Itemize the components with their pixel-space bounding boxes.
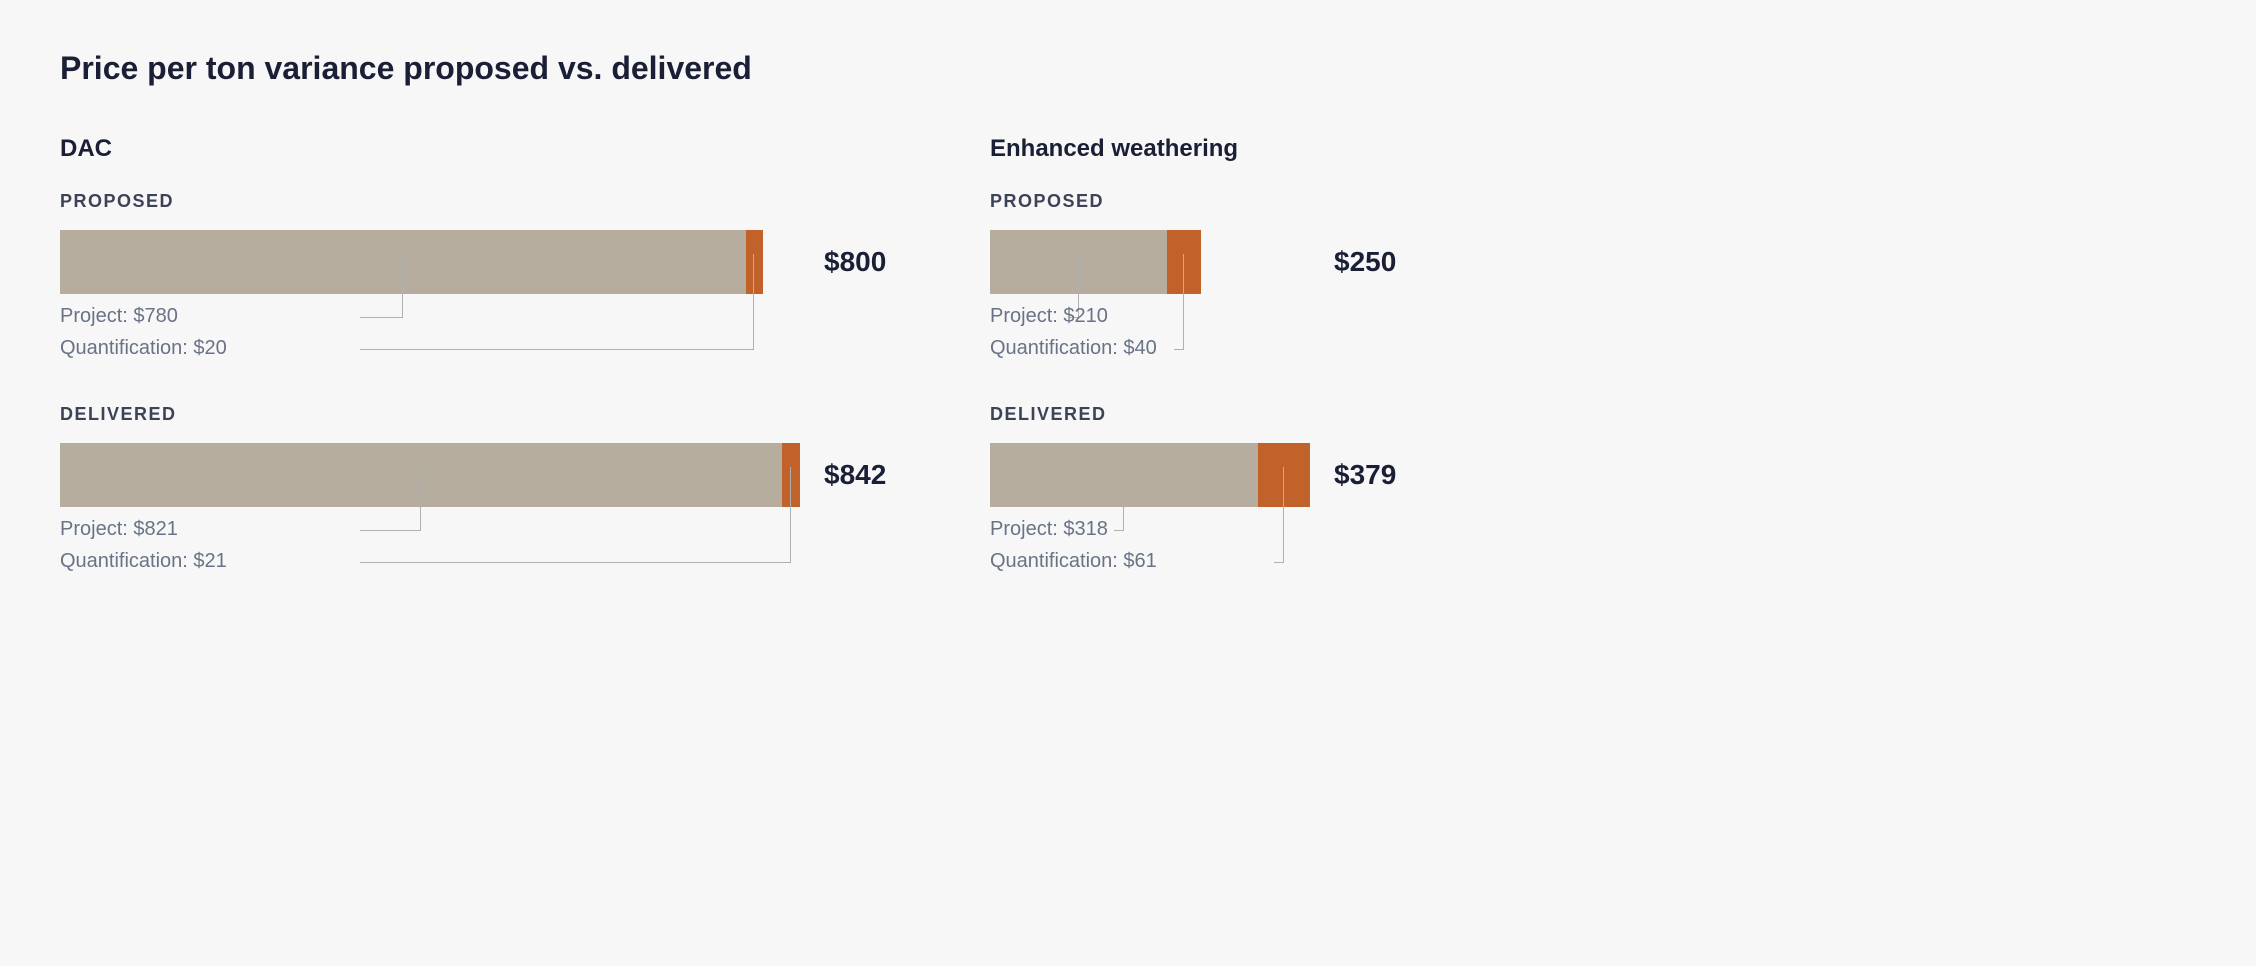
bar-row: $379: [990, 443, 1420, 507]
annotations: Project: $318 Quantification: $61: [990, 513, 1420, 577]
anno-project: Project: $821: [60, 513, 930, 545]
section-label: DELIVERED: [60, 404, 930, 425]
total-value: $800: [824, 246, 886, 278]
section-label: PROPOSED: [60, 191, 930, 212]
anno-quant: Quantification: $20: [60, 332, 930, 364]
anno-quant: Quantification: $21: [60, 545, 930, 577]
anno-project: Project: $780: [60, 300, 930, 332]
section-ew-proposed: PROPOSED $250 Project: $210 Quantificati…: [990, 191, 1420, 364]
annotations: Project: $780 Quantification: $20: [60, 300, 930, 364]
annotations: Project: $210 Quantification: $40: [990, 300, 1420, 364]
section-label: DELIVERED: [990, 404, 1420, 425]
bar-segment-project: [990, 230, 1167, 294]
section-label: PROPOSED: [990, 191, 1420, 212]
section-dac-proposed: PROPOSED $800 Project: $780 Quantificati…: [60, 191, 930, 364]
anno-quant: Quantification: $61: [990, 545, 1420, 577]
chart-title: Price per ton variance proposed vs. deli…: [60, 50, 2196, 87]
total-value: $250: [1334, 246, 1396, 278]
annotations: Project: $821 Quantification: $21: [60, 513, 930, 577]
anno-quant: Quantification: $40: [990, 332, 1420, 364]
total-value: $842: [824, 459, 886, 491]
total-value: $379: [1334, 459, 1396, 491]
anno-project: Project: $210: [990, 300, 1420, 332]
bar-track: [990, 230, 1310, 294]
section-ew-delivered: DELIVERED $379 Project: $318 Quantificat…: [990, 404, 1420, 577]
bar-segment-project: [990, 443, 1258, 507]
panel-dac: DAC PROPOSED $800 Project: $780 Quantifi…: [60, 135, 930, 617]
panel-ew: Enhanced weathering PROPOSED $250 Projec…: [990, 135, 1420, 617]
anno-project: Project: $318: [990, 513, 1420, 545]
section-dac-delivered: DELIVERED $842 Project: $821 Quantificat…: [60, 404, 930, 577]
bar-segment-quant: [1258, 443, 1310, 507]
panel-title-dac: DAC: [60, 135, 930, 163]
bar-row: $250: [990, 230, 1420, 294]
panels-container: DAC PROPOSED $800 Project: $780 Quantifi…: [60, 135, 2196, 617]
bar-track: [990, 443, 1310, 507]
panel-title-ew: Enhanced weathering: [990, 135, 1420, 163]
